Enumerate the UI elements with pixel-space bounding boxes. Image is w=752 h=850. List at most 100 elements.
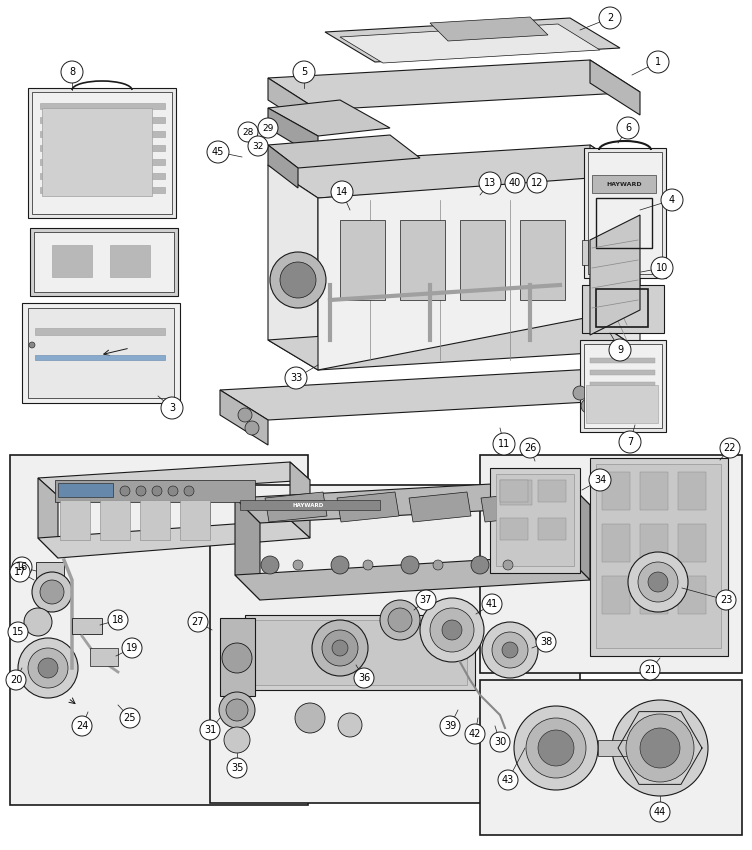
Circle shape (32, 572, 72, 612)
Bar (598, 740, 628, 756)
Bar (584, 148, 666, 278)
Circle shape (285, 367, 307, 389)
Bar (40, 103, 165, 109)
Bar (220, 618, 255, 696)
Bar (22, 303, 180, 403)
Bar (590, 382, 655, 387)
Circle shape (12, 557, 32, 577)
Circle shape (538, 730, 574, 766)
Circle shape (338, 713, 362, 737)
Text: 25: 25 (124, 713, 136, 723)
Circle shape (168, 486, 178, 496)
Circle shape (465, 724, 485, 744)
Polygon shape (268, 100, 390, 136)
Bar (500, 480, 528, 502)
Circle shape (648, 572, 668, 592)
Circle shape (471, 556, 489, 574)
Circle shape (188, 612, 208, 632)
Text: HAYWARD: HAYWARD (293, 502, 323, 507)
Bar (496, 474, 574, 566)
Circle shape (293, 61, 315, 83)
Circle shape (238, 408, 252, 422)
Circle shape (248, 136, 268, 156)
Bar (180, 500, 210, 540)
Polygon shape (38, 462, 310, 496)
Text: 5: 5 (301, 67, 307, 77)
Bar (640, 472, 668, 510)
Circle shape (599, 7, 621, 29)
Bar (252, 620, 467, 685)
Circle shape (520, 438, 540, 458)
Bar (582, 285, 664, 333)
Polygon shape (565, 480, 590, 580)
Circle shape (490, 732, 510, 752)
Text: 10: 10 (656, 263, 668, 273)
Bar (538, 480, 566, 502)
Circle shape (442, 620, 462, 640)
Bar (10, 455, 308, 805)
Polygon shape (590, 215, 640, 335)
Circle shape (416, 590, 436, 610)
Text: 8: 8 (69, 67, 75, 77)
Circle shape (227, 758, 247, 778)
Bar (596, 289, 648, 327)
Polygon shape (590, 145, 640, 350)
Text: 43: 43 (502, 775, 514, 785)
Text: 3: 3 (169, 403, 175, 413)
Text: 2: 2 (607, 13, 613, 23)
Circle shape (612, 700, 708, 796)
Bar (520, 220, 565, 300)
Circle shape (331, 556, 349, 574)
Bar (480, 455, 742, 673)
Circle shape (650, 802, 670, 822)
Text: 34: 34 (594, 475, 606, 485)
Bar (28, 308, 174, 398)
Bar (58, 483, 113, 497)
Bar (584, 344, 662, 428)
Bar (580, 340, 666, 432)
Polygon shape (38, 478, 58, 558)
Circle shape (498, 770, 518, 790)
Circle shape (6, 670, 26, 690)
Text: 12: 12 (531, 178, 543, 188)
Text: 35: 35 (231, 763, 243, 773)
Circle shape (200, 720, 220, 740)
Text: 17: 17 (14, 567, 26, 577)
Polygon shape (268, 78, 318, 132)
Circle shape (332, 640, 348, 656)
Polygon shape (409, 492, 471, 522)
Circle shape (270, 252, 326, 308)
Text: 20: 20 (10, 675, 23, 685)
Circle shape (505, 173, 525, 193)
Bar (60, 500, 90, 540)
Circle shape (184, 486, 194, 496)
Circle shape (245, 421, 259, 435)
Text: 44: 44 (654, 807, 666, 817)
Circle shape (226, 699, 248, 721)
Bar (490, 468, 580, 573)
Circle shape (619, 431, 641, 453)
Text: HAYWARD: HAYWARD (606, 182, 641, 186)
Circle shape (312, 620, 368, 676)
Circle shape (527, 173, 547, 193)
Polygon shape (325, 18, 620, 62)
Polygon shape (612, 368, 660, 423)
Bar (30, 228, 178, 296)
Text: 42: 42 (468, 729, 481, 739)
Circle shape (28, 648, 68, 688)
Polygon shape (38, 520, 310, 558)
Circle shape (388, 608, 412, 632)
Text: 36: 36 (358, 673, 370, 683)
Text: 27: 27 (192, 617, 205, 627)
Polygon shape (268, 145, 298, 188)
Bar (678, 524, 706, 562)
Circle shape (29, 342, 35, 348)
Bar (340, 220, 385, 300)
Bar (596, 198, 652, 248)
Circle shape (238, 122, 258, 142)
Circle shape (354, 668, 374, 688)
Bar (500, 518, 528, 540)
Circle shape (10, 562, 30, 582)
Circle shape (61, 61, 83, 83)
Bar (245, 615, 475, 690)
